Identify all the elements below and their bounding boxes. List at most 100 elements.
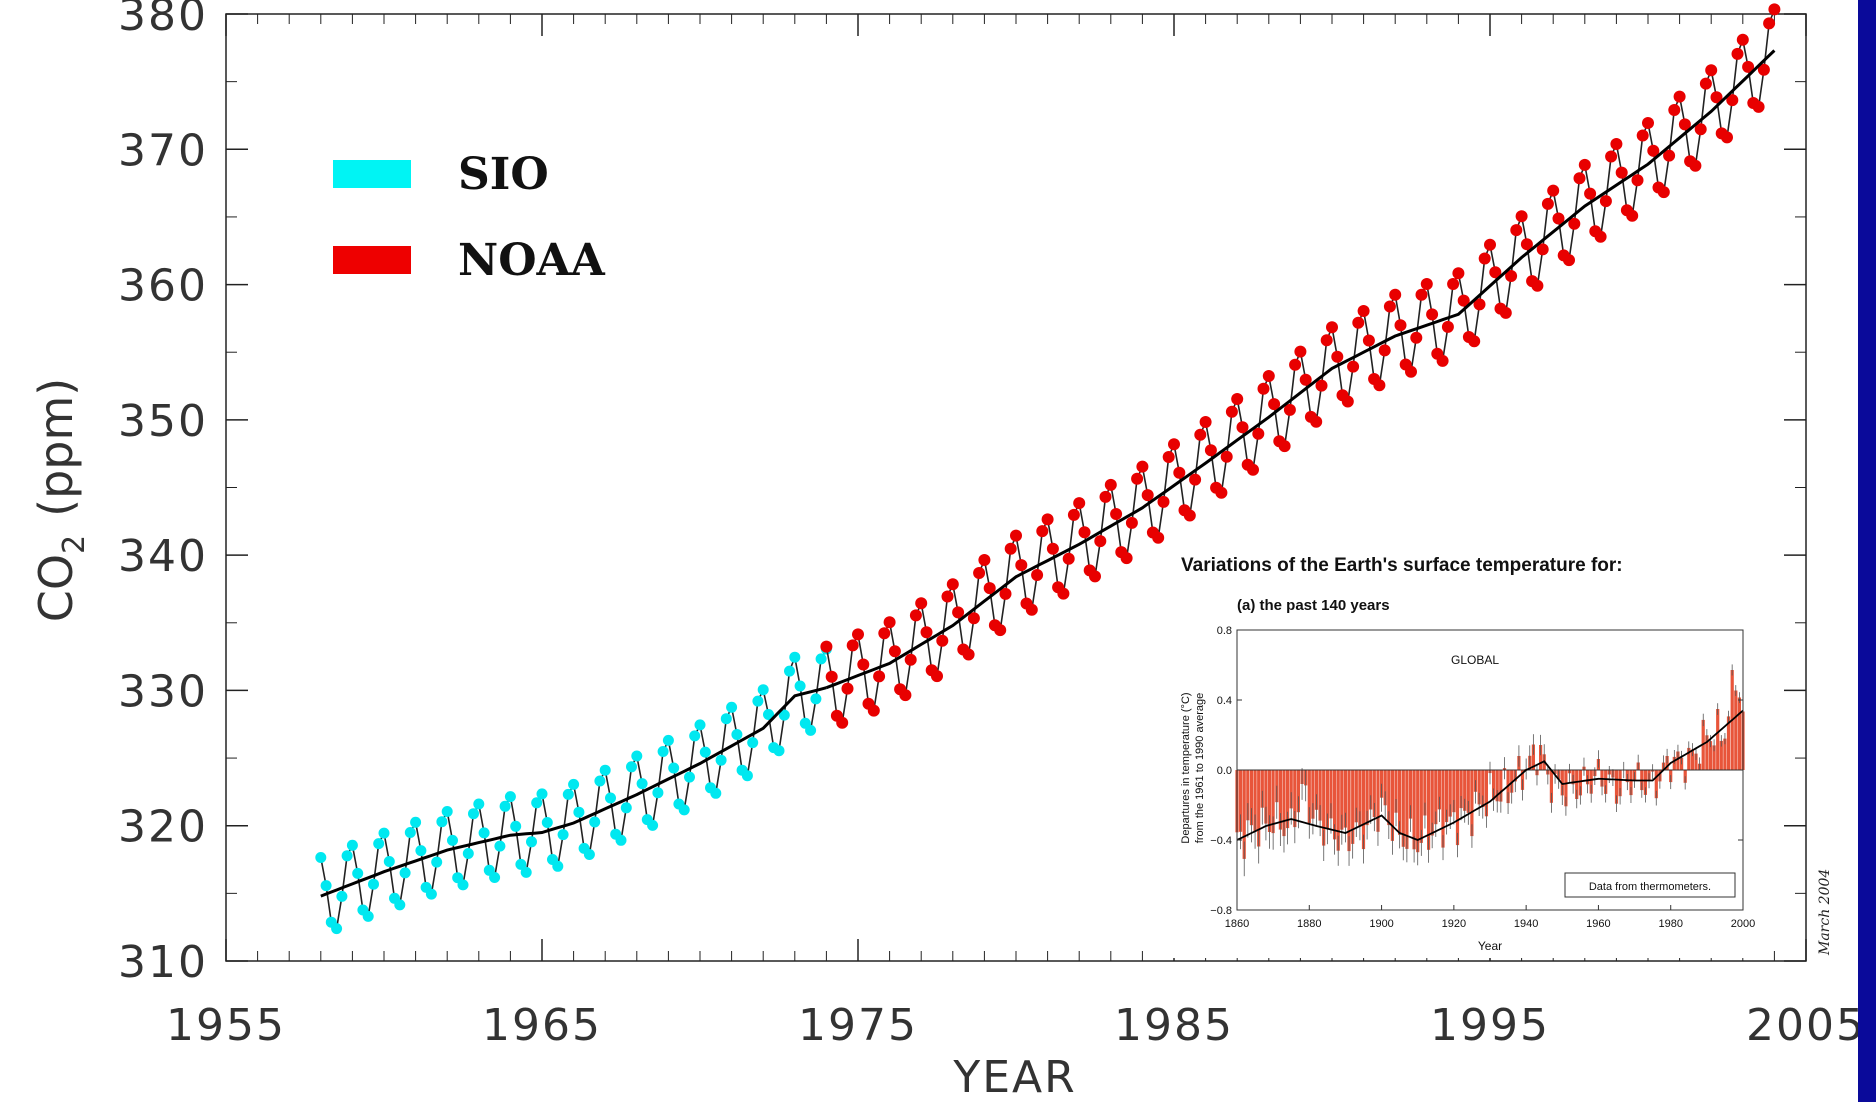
data-point (1394, 319, 1407, 332)
data-point (1357, 305, 1370, 317)
data-point (1373, 379, 1386, 392)
data-point (694, 719, 706, 731)
data-point (1099, 490, 1112, 503)
data-point (436, 816, 448, 828)
data-point (1173, 466, 1186, 479)
data-point (489, 872, 501, 883)
data-point (1420, 278, 1433, 290)
data-point (1089, 570, 1101, 583)
data-point (1563, 254, 1575, 267)
anomaly-bar (1618, 770, 1622, 797)
anomaly-bar (1441, 770, 1445, 848)
anomaly-bar (1412, 770, 1416, 850)
y-tick-label: 330 (118, 666, 208, 717)
legend-swatch-sio (333, 160, 411, 188)
data-point (1505, 270, 1518, 282)
data-point (1152, 531, 1165, 544)
data-point (1310, 415, 1323, 428)
data-point (1657, 186, 1670, 199)
data-point (1162, 451, 1175, 463)
data-point (1426, 308, 1439, 321)
anomaly-bar (1282, 770, 1286, 837)
data-point (1689, 159, 1702, 172)
data-point (499, 800, 511, 812)
data-point (346, 839, 358, 851)
data-point (1331, 350, 1344, 363)
data-point (973, 567, 986, 579)
data-point (1104, 478, 1117, 491)
anomaly-bar (1343, 770, 1347, 828)
anomaly-bar (1383, 770, 1387, 806)
y-tick-label: 380 (118, 0, 208, 41)
anomaly-bar (1726, 716, 1731, 770)
anomaly-bar (1539, 745, 1543, 770)
x-tick-label: 1995 (1430, 1000, 1550, 1051)
data-point (415, 845, 427, 857)
anomaly-bar (1286, 770, 1290, 829)
anomaly-bar (1484, 770, 1488, 817)
data-point (1752, 100, 1765, 113)
anomaly-bar (1629, 770, 1633, 796)
data-point (1541, 197, 1554, 210)
smoothed-line (1236, 709, 1744, 841)
data-point (1626, 209, 1639, 222)
data-point (1499, 306, 1512, 319)
data-point (763, 709, 774, 720)
y-tick-label: 320 (118, 802, 208, 853)
data-point (1004, 542, 1017, 555)
data-point (999, 587, 1012, 600)
data-point (441, 806, 453, 817)
data-point (1315, 379, 1328, 392)
data-point (741, 770, 753, 782)
anomaly-bar (1249, 770, 1254, 826)
inset-y-label-2: from the 1961 to 1990 average (1194, 693, 1206, 843)
data-point (1710, 91, 1723, 104)
anomaly-bar (1459, 770, 1463, 809)
data-point (1326, 321, 1338, 334)
data-series (315, 3, 1781, 935)
anomaly-bar (1712, 745, 1716, 770)
x-tick-label: 1985 (1114, 1000, 1234, 1051)
data-point (789, 651, 801, 663)
inset-x-tick-label: 1920 (1442, 918, 1466, 930)
data-point (1584, 187, 1597, 200)
data-point (1236, 421, 1249, 434)
anomaly-bar (1437, 770, 1441, 810)
y-tick-label: 360 (118, 261, 208, 312)
anomaly-bar (1430, 770, 1434, 836)
anomaly-bar (1705, 735, 1709, 770)
anomaly-bar (1354, 770, 1358, 823)
data-point (699, 746, 711, 758)
inset-y-tick-label: −0.4 (1210, 835, 1232, 847)
data-point (836, 716, 849, 729)
data-point (1447, 278, 1460, 290)
data-point (1726, 94, 1739, 107)
data-point (573, 806, 585, 818)
anomaly-bar (1394, 770, 1398, 813)
anomaly-bar (1427, 770, 1431, 850)
data-point (952, 606, 965, 619)
data-point (1389, 288, 1402, 301)
data-point (552, 860, 564, 872)
inset-temperature-chart: Variations of the Earth's surface temper… (1155, 548, 1767, 958)
inset-subtitle: (a) the past 140 years (1237, 597, 1390, 614)
data-point (883, 616, 896, 629)
data-point (331, 923, 343, 935)
inset-note-text: Data from thermometers. (1589, 881, 1711, 893)
anomaly-bar (1325, 770, 1329, 829)
anomaly-bar (1419, 770, 1423, 843)
data-point (1289, 358, 1302, 371)
data-point (810, 693, 822, 705)
anomaly-bar (1589, 770, 1593, 794)
data-point (1547, 184, 1560, 197)
data-point (962, 648, 975, 661)
data-point (841, 682, 854, 695)
anomaly-bar (1495, 770, 1499, 802)
data-point (689, 730, 701, 742)
data-point (1699, 77, 1712, 90)
data-point (362, 910, 374, 922)
data-point (1489, 266, 1502, 279)
data-point (1452, 267, 1465, 280)
anomaly-bar (1445, 770, 1449, 823)
anomaly-bar (1372, 770, 1376, 818)
